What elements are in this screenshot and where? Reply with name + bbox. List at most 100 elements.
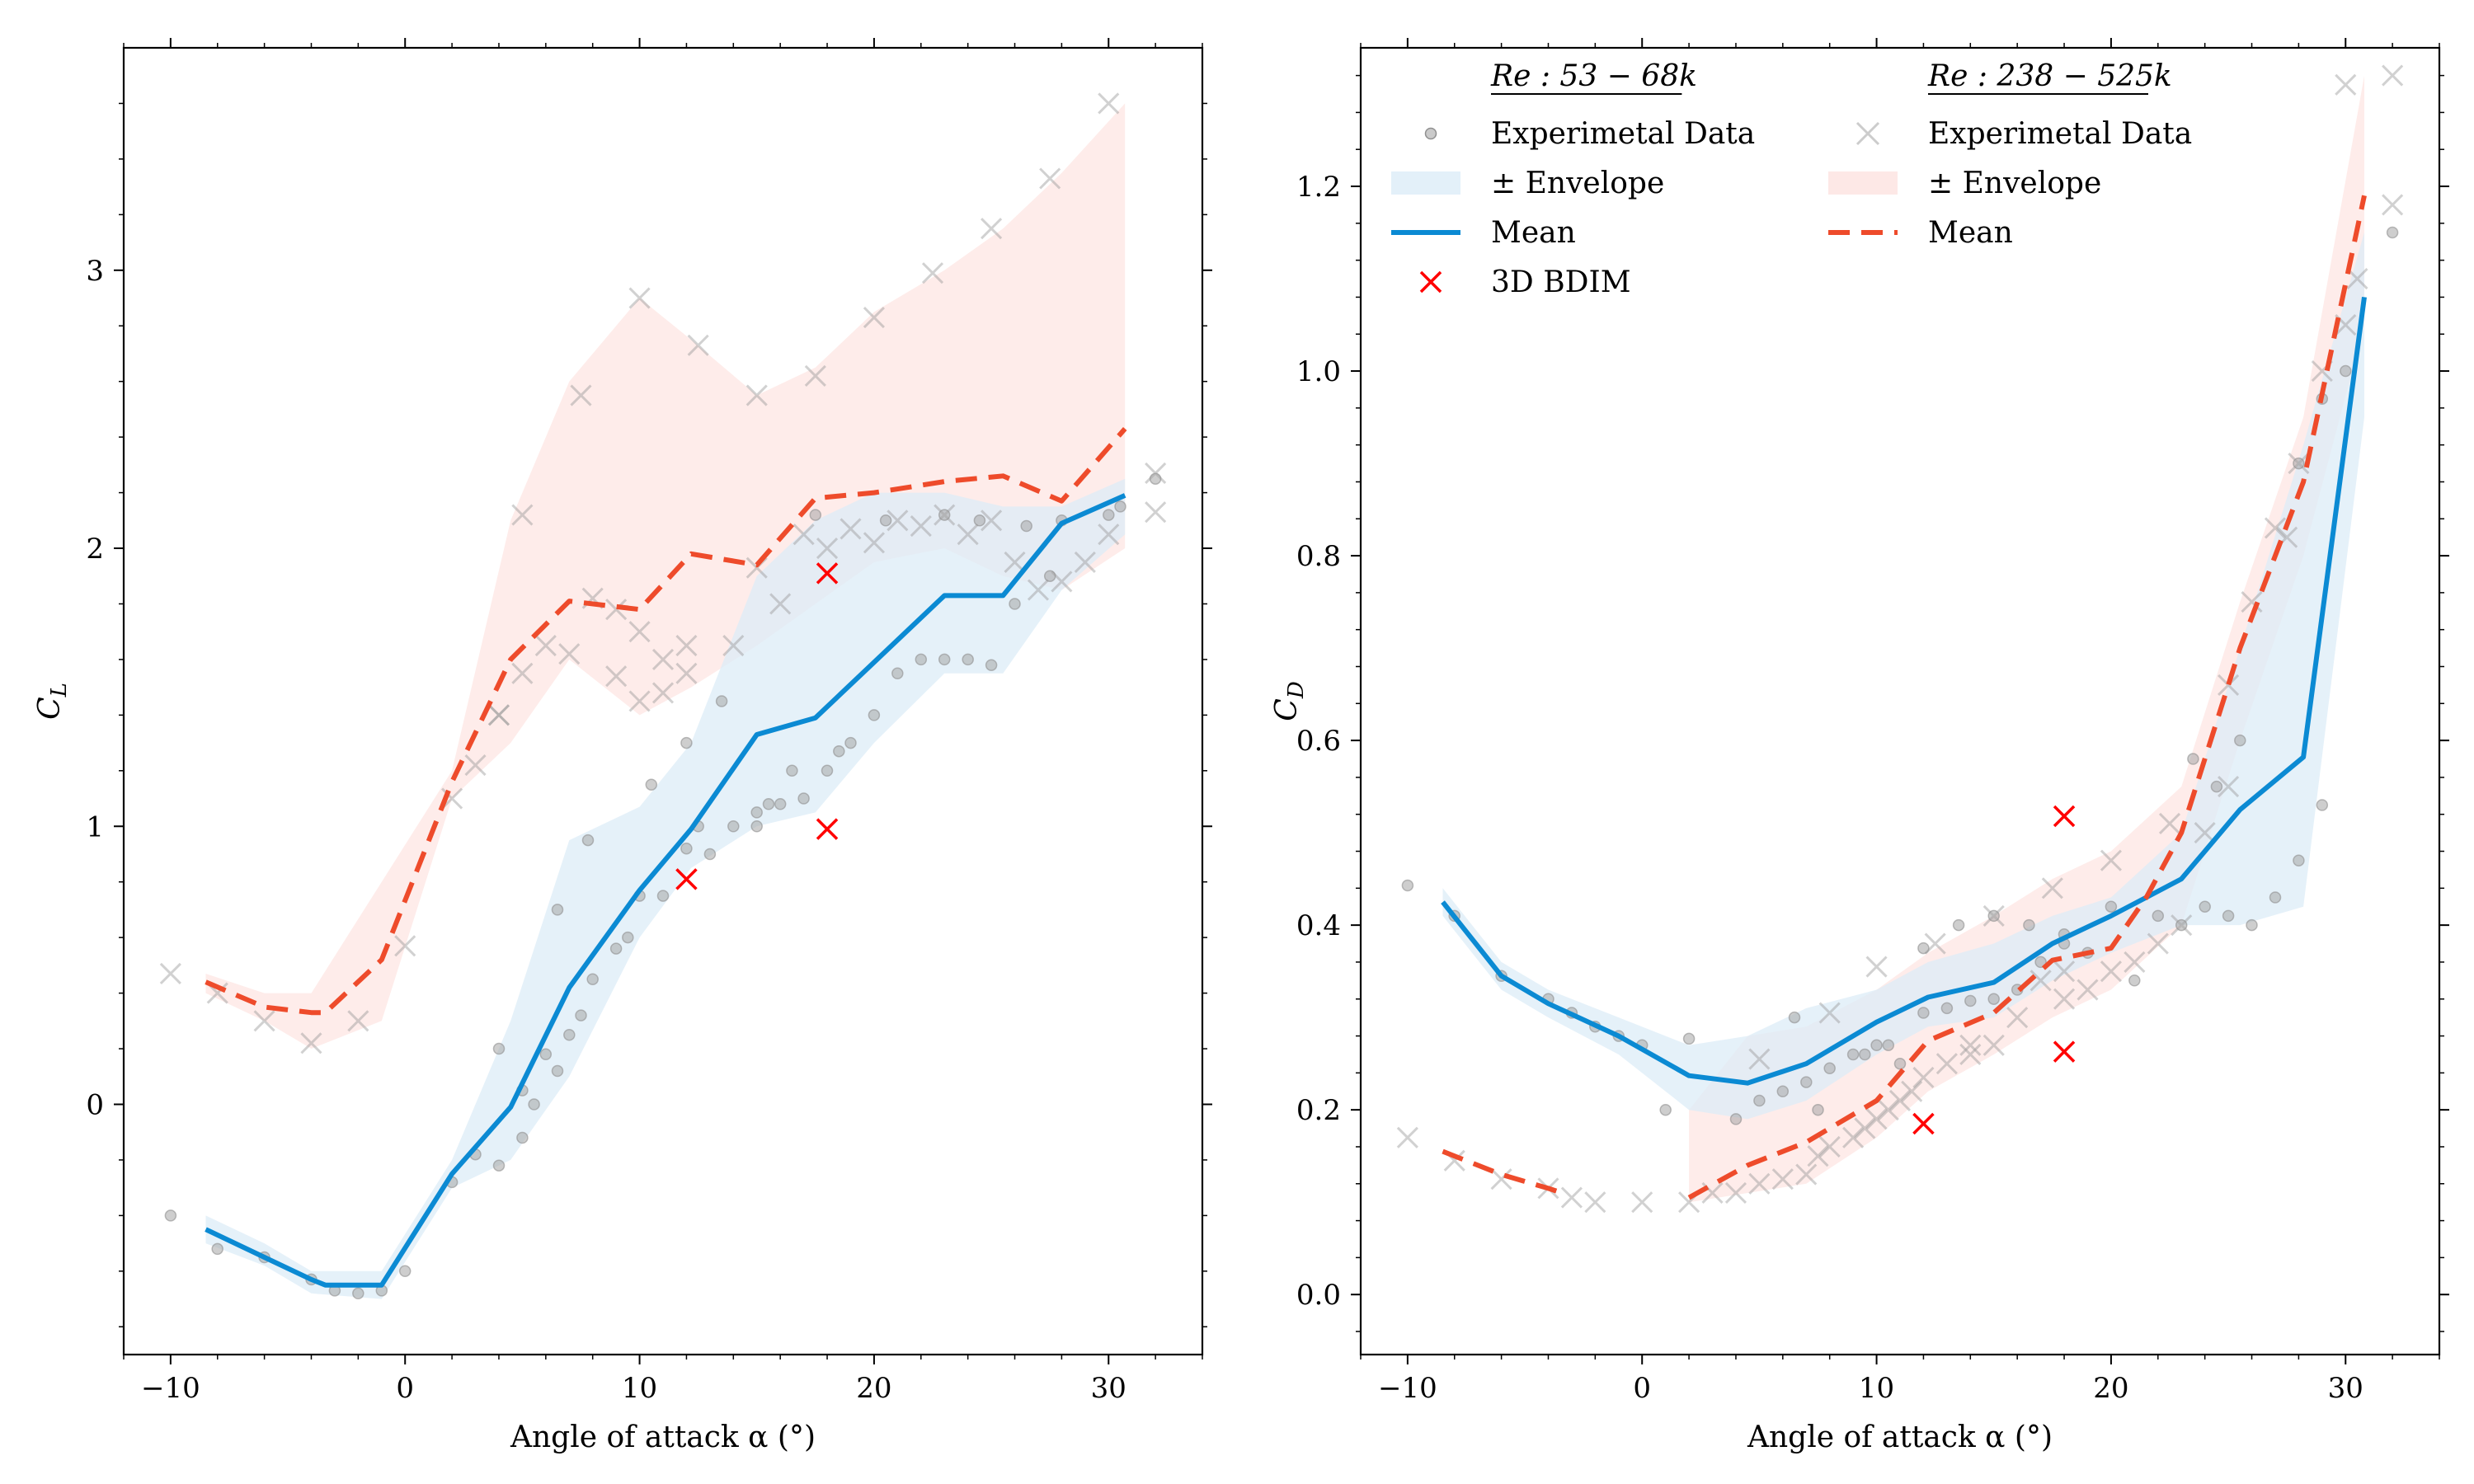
low-re-experimental-marker bbox=[938, 509, 951, 521]
high-re-experimental-marker bbox=[651, 648, 675, 670]
low-re-experimental-marker bbox=[821, 764, 834, 777]
plot-frame bbox=[122, 46, 1204, 1356]
high-re-experimental-marker bbox=[534, 634, 557, 657]
high-re-experimental-marker bbox=[2053, 960, 2076, 983]
low-re-experimental-marker bbox=[2187, 753, 2199, 765]
legend-heading: Re : 53 − 68k bbox=[1490, 59, 1697, 93]
x-tick-label: 10 bbox=[622, 1372, 657, 1405]
high-re-experimental-marker bbox=[2006, 1007, 2029, 1029]
low-re-experimental-marker bbox=[680, 736, 693, 749]
low-re-experimental-marker bbox=[528, 1098, 540, 1111]
high-re-experimental-marker bbox=[1854, 1117, 1876, 1139]
low-re-experimental-marker bbox=[985, 659, 998, 671]
low-re-experimental-marker bbox=[1823, 1062, 1836, 1075]
high-re-experimental-marker bbox=[1560, 1186, 1583, 1209]
high-re-experimental-marker bbox=[687, 334, 709, 356]
high-re-experimental-marker bbox=[394, 935, 416, 957]
high-re-experimental-marker bbox=[2158, 812, 2181, 834]
high-re-experimental-marker bbox=[1584, 1191, 1606, 1214]
low-re-experimental-marker bbox=[581, 834, 595, 847]
high-re-experimental-marker bbox=[1631, 1191, 1653, 1214]
low-re-experimental-marker bbox=[833, 744, 845, 758]
high-re-experimental-marker bbox=[1959, 1043, 1982, 1066]
high-re-experimental-marker bbox=[628, 287, 651, 309]
low-re-experimental-marker bbox=[727, 820, 740, 833]
high-re-experimental-marker bbox=[1074, 551, 1096, 573]
high-re-experimental-marker bbox=[2218, 776, 2240, 798]
low-re-experimental-marker bbox=[1987, 909, 2000, 923]
low-re-experimental-marker bbox=[1987, 993, 2000, 1005]
low-re-experimental-marker bbox=[2023, 918, 2035, 932]
high-re-experimental-marker bbox=[1818, 1135, 1841, 1158]
low-re-experimental-marker bbox=[539, 1048, 553, 1061]
x-tick-label: 20 bbox=[856, 1372, 891, 1405]
low-re-experimental-marker bbox=[609, 942, 623, 955]
low-re-experimental-marker bbox=[2152, 909, 2165, 923]
high-re-experimental-marker bbox=[2346, 267, 2368, 290]
low-re-experimental-marker bbox=[1020, 519, 1032, 533]
low-re-experimental-marker bbox=[2222, 909, 2235, 923]
legend-low-re-entry: 3D BDIM bbox=[1491, 265, 1631, 299]
high-re-experimental-marker bbox=[675, 662, 698, 684]
low-re-experimental-marker bbox=[1114, 500, 1126, 513]
high-re-experimental-marker bbox=[487, 704, 510, 726]
high-re-experimental-marker bbox=[1901, 1080, 1923, 1102]
low-re-experimental-marker bbox=[1043, 570, 1056, 582]
low-re-experimental-marker bbox=[938, 653, 951, 666]
low-re-experimental-marker bbox=[715, 695, 728, 707]
low-re-experimental-marker bbox=[2316, 799, 2329, 811]
low-re-experimental-marker bbox=[1682, 1032, 1696, 1045]
y-tick-label: 0.6 bbox=[1296, 725, 1341, 758]
high-re-experimental-marker bbox=[1818, 1002, 1841, 1024]
low-re-experimental-marker bbox=[774, 798, 787, 810]
high-re-experimental-marker bbox=[863, 307, 885, 329]
low-re-experimental-marker bbox=[2340, 364, 2352, 378]
y-tick-label: 0 bbox=[86, 1088, 104, 1121]
lift-coefficient-panel: −10 0 10 20 30 0 1 2 3 Angle of attack α (°) CL bbox=[33, 38, 1212, 1454]
legend-high-re-entry: ± Envelope bbox=[1928, 167, 2101, 200]
high-re-envelope bbox=[205, 103, 1126, 1049]
high-re-experimental-marker bbox=[605, 599, 628, 621]
bdim-3d-marker bbox=[1912, 1112, 1935, 1135]
low-re-experimental-marker bbox=[2386, 226, 2399, 239]
high-re-experimental-marker bbox=[1748, 1172, 1771, 1195]
bdim-3d-marker bbox=[2053, 1040, 2076, 1063]
low-re-mean-line bbox=[1441, 297, 2367, 1086]
low-re-experimental-marker bbox=[1800, 1076, 1813, 1088]
y-tick-label: 1.0 bbox=[1296, 355, 1341, 388]
legend-low-re-envelope-symbol bbox=[1391, 171, 1460, 195]
x-tick-label: 30 bbox=[2328, 1372, 2363, 1405]
y-tick-label: 0.0 bbox=[1296, 1279, 1341, 1312]
low-re-experimental-marker bbox=[2034, 956, 2047, 969]
low-re-experimental-marker bbox=[656, 890, 670, 902]
low-re-experimental-marker bbox=[1917, 942, 1930, 955]
high-re-experimental-marker bbox=[1145, 501, 1167, 524]
y-tick-label: 2 bbox=[86, 533, 104, 566]
low-re-experimental-marker bbox=[551, 1064, 564, 1078]
low-re-experimental-marker bbox=[2293, 854, 2305, 866]
high-re-experimental-marker bbox=[628, 690, 651, 712]
legend: Re : 53 − 68k Re : 238 − 525k Experimetal … bbox=[1391, 59, 2192, 299]
low-re-experimental-marker bbox=[1917, 1007, 1930, 1019]
low-re-experimental-marker bbox=[1009, 598, 1021, 610]
low-re-experimental-marker bbox=[1776, 1085, 1790, 1098]
high-re-experimental-marker bbox=[511, 504, 534, 526]
low-re-experimental-marker bbox=[1149, 472, 1162, 485]
low-re-experimental-marker bbox=[352, 1287, 365, 1300]
high-re-experimental-marker bbox=[511, 662, 534, 684]
high-re-experimental-marker bbox=[558, 643, 581, 665]
high-re-experimental-marker bbox=[2147, 932, 2169, 955]
bdim-3d-marker bbox=[816, 562, 839, 585]
legend-low-re-entry: Experimetal Data bbox=[1491, 117, 1755, 151]
low-re-envelope bbox=[205, 478, 1126, 1299]
high-re-experimental-marker bbox=[2100, 849, 2122, 871]
x-tick-label: 10 bbox=[1859, 1372, 1894, 1405]
low-re-experimental-marker bbox=[2199, 900, 2211, 913]
high-re-experimental-marker bbox=[2030, 970, 2052, 992]
high-re-experimental-marker bbox=[1865, 1108, 1888, 1130]
low-re-envelope bbox=[1442, 232, 2364, 1120]
x-axis-label: Angle of attack α (°) bbox=[510, 1421, 816, 1454]
low-re-experimental-marker bbox=[622, 931, 634, 944]
high-re-experimental-marker bbox=[651, 682, 675, 704]
low-re-experimental-marker bbox=[1893, 1057, 1907, 1070]
